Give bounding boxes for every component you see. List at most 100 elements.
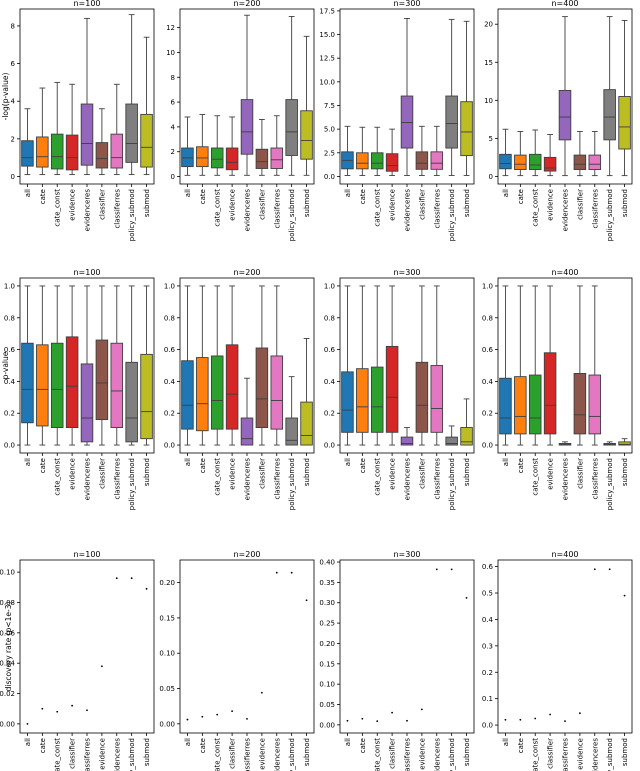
- x-tick-label: evidence: [389, 189, 397, 221]
- box-body: [50, 133, 64, 170]
- y-tick-label: 0.8: [324, 314, 335, 322]
- panel-pvalue-0: n=100 0.0 0.2 0.4 0.6 0.8 1.0 all cate cate_const…: [4, 268, 155, 510]
- y-tick-label: 0.4: [482, 378, 494, 386]
- x-tick-label: classiferres: [113, 189, 121, 229]
- panel-title: n=400: [551, 268, 578, 277]
- x-tick-label: classifierres: [591, 458, 599, 500]
- point-submod: [145, 587, 148, 590]
- point-evidenceres: [275, 571, 278, 574]
- y-tick-label: 0.00: [159, 720, 175, 728]
- panel-title: n=100: [73, 0, 100, 8]
- point-evidence: [420, 708, 423, 711]
- x-tick-label: classifierres: [244, 738, 252, 771]
- box-body: [430, 151, 444, 170]
- y-tick-label: 0: [489, 173, 493, 181]
- x-tick-label: submod: [463, 458, 471, 486]
- box-body: [270, 355, 284, 430]
- point-cate: [361, 717, 364, 720]
- box-cate: [36, 87, 49, 176]
- point-policy_submod: [450, 568, 453, 571]
- y-tick-label: 0.10: [319, 681, 335, 689]
- box-body: [514, 376, 527, 435]
- y-tick-label: 5.0: [324, 126, 335, 134]
- y-tick-label: 0.4: [482, 616, 494, 624]
- box-body: [499, 377, 512, 435]
- box-cate_const: [210, 285, 224, 446]
- box-policy_submod: [445, 425, 458, 446]
- box-body: [65, 134, 79, 171]
- point-classifier: [549, 713, 552, 716]
- box-classiferres: [270, 115, 284, 176]
- box-body: [514, 154, 527, 170]
- box-body: [181, 360, 194, 430]
- y-tick-label: 20: [484, 21, 493, 29]
- box-evidence: [385, 285, 399, 446]
- point-cate_const: [56, 710, 59, 713]
- axes-frame: [19, 559, 155, 734]
- x-tick-label: all: [502, 458, 510, 466]
- x-tick-label: all: [344, 189, 352, 197]
- y-tick-label: 0.15: [159, 614, 175, 622]
- box-body: [543, 156, 557, 172]
- x-tick-label: classifier: [418, 458, 426, 489]
- point-evidence: [578, 712, 581, 715]
- box-classifier: [95, 108, 109, 176]
- x-tick-label: evidenceres: [113, 738, 121, 771]
- point-cate: [41, 707, 44, 710]
- axes-frame: [339, 559, 475, 734]
- point-all: [504, 718, 507, 721]
- x-tick-label: classiferres: [84, 738, 92, 771]
- y-tick-label: 0.0: [482, 442, 493, 450]
- y-tick-label: 15: [484, 59, 493, 67]
- x-tick-label: all: [184, 458, 192, 466]
- axes-frame: [179, 277, 315, 454]
- box-body: [110, 133, 124, 169]
- box-body: [50, 342, 64, 428]
- y-tick-label: 0.20: [319, 640, 335, 648]
- point-classifier: [391, 711, 394, 714]
- box-body: [341, 371, 354, 433]
- box-evidenceres: [80, 285, 94, 446]
- y-tick-label: 0.8: [164, 314, 175, 322]
- box-cate: [196, 285, 209, 446]
- x-tick-label: classifier: [229, 738, 237, 769]
- box-body: [196, 357, 209, 432]
- y-tick-label: 0.4: [164, 378, 176, 386]
- y-tick-label: 0.10: [159, 650, 175, 658]
- y-tick-label: 2.5: [324, 149, 335, 157]
- box-body: [445, 436, 458, 446]
- x-tick-label: classifier: [98, 458, 106, 489]
- box-submod: [618, 19, 631, 177]
- x-tick-label: cate_const: [532, 738, 540, 771]
- box-body: [300, 401, 313, 446]
- y-tick-label: 0.8: [4, 314, 15, 322]
- box-body: [603, 89, 616, 141]
- box-body: [285, 417, 298, 446]
- box-body: [21, 140, 34, 167]
- box-cate_const: [528, 285, 542, 446]
- x-tick-label: policy_submod: [606, 738, 614, 771]
- axes-frame: [497, 559, 633, 734]
- point-submod: [623, 594, 626, 597]
- axes-frame: [497, 8, 633, 185]
- box-all: [341, 285, 354, 446]
- y-tick-label: 0.04: [0, 660, 16, 668]
- x-tick-label: submod: [303, 738, 311, 766]
- x-tick-label: all: [344, 458, 352, 466]
- box-body: [415, 151, 429, 170]
- box-policy_submod: [285, 376, 298, 446]
- box-body: [225, 344, 239, 430]
- box-body: [528, 153, 542, 170]
- box-body: [21, 342, 34, 424]
- x-tick-label: all: [502, 738, 510, 746]
- x-tick-label: cate: [199, 738, 207, 753]
- box-classifierres: [588, 285, 602, 446]
- box-cate: [514, 285, 527, 446]
- x-tick-label: cate_const: [54, 458, 62, 496]
- box-classifier: [573, 131, 587, 177]
- panel-title: n=100: [73, 268, 100, 277]
- x-tick-label: cate: [199, 189, 207, 204]
- y-tick-label: 0.6: [324, 346, 336, 354]
- box-body: [499, 153, 512, 170]
- box-body: [95, 142, 109, 169]
